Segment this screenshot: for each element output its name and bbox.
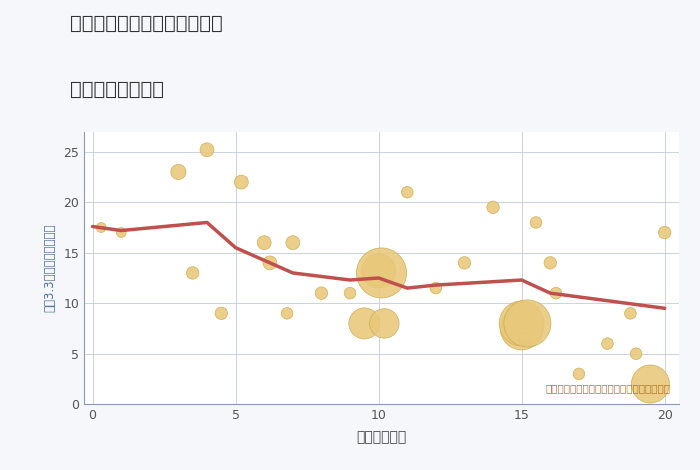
Point [96,224,107,231]
Point [344,290,356,297]
Point [373,267,384,274]
X-axis label: 駅距離（分）: 駅距離（分） [356,431,407,445]
Point [625,310,636,317]
Point [402,188,413,196]
Y-axis label: 坪（3.3㎡）単価（万円）: 坪（3.3㎡）単価（万円） [43,224,56,312]
Point [281,310,293,317]
Point [287,239,298,246]
Point [631,350,642,358]
Point [358,320,370,327]
Point [573,370,584,378]
Point [522,320,533,327]
Point [430,284,442,292]
Point [316,290,327,297]
Point [550,290,561,297]
Point [202,146,213,154]
Point [173,168,184,176]
Point [659,229,671,236]
Point [531,219,542,226]
Point [487,204,498,211]
Point [116,229,127,236]
Point [265,259,276,266]
Point [545,259,556,266]
Point [187,269,198,277]
Point [519,335,530,342]
Point [645,380,656,388]
Point [602,340,613,347]
Text: 岐阜県羽島郡笠松町春日町の: 岐阜県羽島郡笠松町春日町の [70,14,223,33]
Point [258,239,270,246]
Point [376,269,387,277]
Point [236,178,247,186]
Point [516,320,527,327]
Point [459,259,470,266]
Point [379,320,390,327]
Point [216,310,227,317]
Point [516,325,527,332]
Text: 円の大きさは、取引のあった物件面積を示す: 円の大きさは、取引のあった物件面積を示す [545,384,670,393]
Text: 駅距離別土地価格: 駅距離別土地価格 [70,80,164,99]
